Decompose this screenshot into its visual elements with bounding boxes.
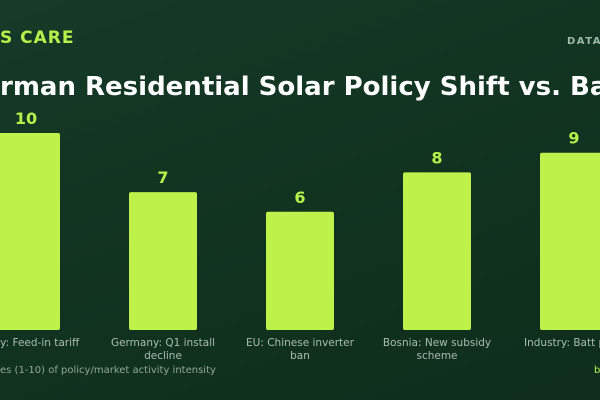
- value-label: 6: [294, 188, 305, 207]
- footnote: es (1-10) of policy/market activity inte…: [0, 365, 216, 376]
- x-tick-label: Germany: Q1 install decline: [110, 337, 216, 362]
- bar: [129, 192, 197, 330]
- x-tick-label: EU: Chinese inverter ban: [246, 337, 354, 362]
- x-tick-label: Bosnia: New subsidy scheme: [382, 337, 492, 362]
- x-tick-label: rmany: Feed-in tariff: [0, 337, 80, 349]
- value-label: 9: [568, 129, 579, 148]
- chart-title: rman Residential Solar Policy Shift vs. …: [0, 72, 600, 102]
- bar: [266, 211, 334, 330]
- bar: [0, 133, 60, 330]
- bar: [540, 152, 600, 330]
- x-tick-label: Industry: Batt push: [524, 337, 600, 349]
- source: b: [594, 365, 600, 376]
- brand: S CARE: [0, 28, 75, 48]
- value-label: 8: [431, 148, 442, 167]
- bar: [403, 172, 471, 330]
- value-label: 10: [15, 109, 37, 128]
- tag: DATA: [567, 36, 600, 47]
- value-label: 7: [157, 168, 168, 187]
